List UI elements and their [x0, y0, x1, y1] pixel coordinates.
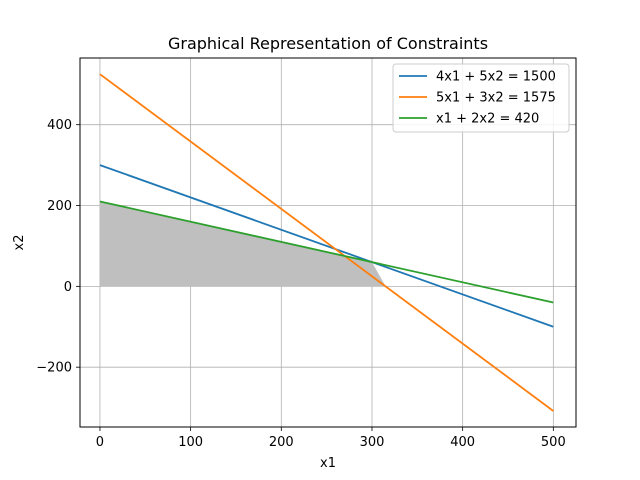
feasible-region [99, 201, 386, 287]
x-tick-label: 500 [541, 435, 566, 450]
x-tick-label: 200 [269, 435, 294, 450]
legend-entry: 4x1 + 5x2 = 1500 [436, 70, 556, 85]
x-axis-label: x1 [320, 456, 336, 471]
y-tick-label: 400 [47, 118, 72, 133]
tick-layer: 0 100 200 300 400 500 −200 0 200 400 [36, 118, 565, 450]
legend-box [392, 63, 570, 133]
series-line [99, 73, 554, 412]
feasible-region-layer [99, 201, 386, 287]
x-tick-label: 300 [360, 435, 385, 450]
y-axis-label: x2 [12, 235, 27, 251]
x-tick-label: 100 [178, 435, 203, 450]
y-tick-label: 200 [47, 199, 72, 214]
series-line [99, 164, 554, 328]
chart-title: Graphical Representation of Constraints [168, 34, 488, 53]
legend-entry: 5x1 + 3x2 = 1575 [436, 91, 556, 106]
x-tick-label: 0 [96, 435, 104, 450]
series-line [99, 200, 554, 304]
y-tick-label: −200 [36, 361, 72, 376]
plot-frame [79, 57, 577, 428]
legend: 4x1 + 5x2 = 1500 5x1 + 3x2 = 1575 x1 + 2x2… [392, 63, 570, 133]
series-layer [99, 73, 554, 412]
y-tick-label: 0 [64, 280, 72, 295]
legend-entry: x1 + 2x2 = 420 [436, 112, 539, 127]
x-tick-label: 400 [450, 435, 475, 450]
